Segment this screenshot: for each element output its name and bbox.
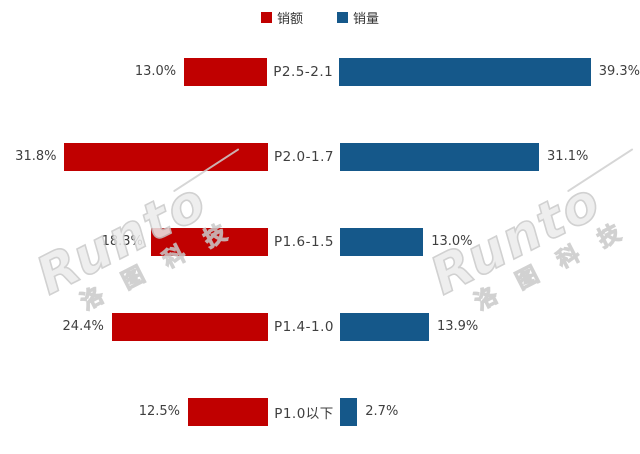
left-bar-zone: 13.0% — [0, 57, 268, 86]
sales-amount-value-label: 12.5% — [138, 404, 180, 419]
left-bar-zone: 12.5% — [0, 397, 268, 426]
sales-volume-bar — [339, 57, 591, 86]
sales-amount-bar — [188, 397, 268, 426]
right-bar-zone: 13.9% — [340, 312, 640, 341]
sales-volume-bar — [340, 227, 424, 256]
sales-volume-bar — [340, 312, 429, 341]
right-bar-zone: 39.3% — [339, 57, 640, 86]
legend-swatch-blue-icon — [337, 12, 348, 23]
sales-amount-value-label: 24.4% — [62, 319, 104, 334]
legend: 销额 销量 — [0, 8, 640, 27]
chart-row: 24.4% P1.4-1.0 13.9% — [0, 284, 640, 369]
sales-amount-bar — [150, 227, 268, 256]
legend-item-sales-amount: 销额 — [260, 8, 303, 27]
legend-label-sales-amount: 销额 — [276, 12, 303, 27]
left-bar-zone: 18.3% — [0, 227, 268, 256]
left-bar-zone: 24.4% — [0, 312, 268, 341]
right-bar-zone: 2.7% — [340, 397, 640, 426]
sales-amount-bar — [64, 142, 268, 171]
category-label: P1.0以下 — [274, 405, 334, 422]
sales-volume-bar — [340, 397, 358, 426]
sales-volume-bar — [340, 142, 540, 171]
chart-row: 18.3% P1.6-1.5 13.0% — [0, 199, 640, 284]
sales-volume-value-label: 39.3% — [598, 64, 640, 79]
chart-row: 13.0% P2.5-2.1 39.3% — [0, 29, 640, 114]
category-label: P1.6-1.5 — [274, 233, 334, 250]
sales-amount-value-label: 13.0% — [134, 64, 177, 79]
sales-amount-value-label: 31.8% — [15, 149, 57, 164]
category-label: P1.4-1.0 — [274, 318, 334, 335]
sales-amount-bar — [111, 312, 268, 341]
sales-volume-value-label: 13.9% — [436, 319, 479, 334]
category-label: P2.5-2.1 — [273, 63, 334, 80]
sales-volume-value-label: 2.7% — [365, 404, 399, 419]
category-label: P2.0-1.7 — [274, 148, 334, 165]
legend-item-sales-volume: 销量 — [337, 8, 379, 27]
legend-swatch-red-icon — [260, 12, 272, 23]
sales-amount-value-label: 18.3% — [101, 234, 143, 249]
legend-label-sales-volume: 销量 — [353, 12, 380, 27]
chart-row: 31.8% P2.0-1.7 31.1% — [0, 114, 640, 199]
sales-volume-value-label: 31.1% — [547, 149, 589, 164]
sales-volume-value-label: 13.0% — [431, 234, 473, 249]
sales-amount-bar — [184, 57, 268, 86]
bars-area: 13.0% P2.5-2.1 39.3% 31.8% P2.0-1.7 31.1% 18.3… — [0, 29, 640, 454]
chart-row: 12.5% P1.0以下 2.7% — [0, 369, 640, 454]
left-bar-zone: 31.8% — [0, 142, 268, 171]
right-bar-zone: 31.1% — [340, 142, 640, 171]
right-bar-zone: 13.0% — [340, 227, 640, 256]
